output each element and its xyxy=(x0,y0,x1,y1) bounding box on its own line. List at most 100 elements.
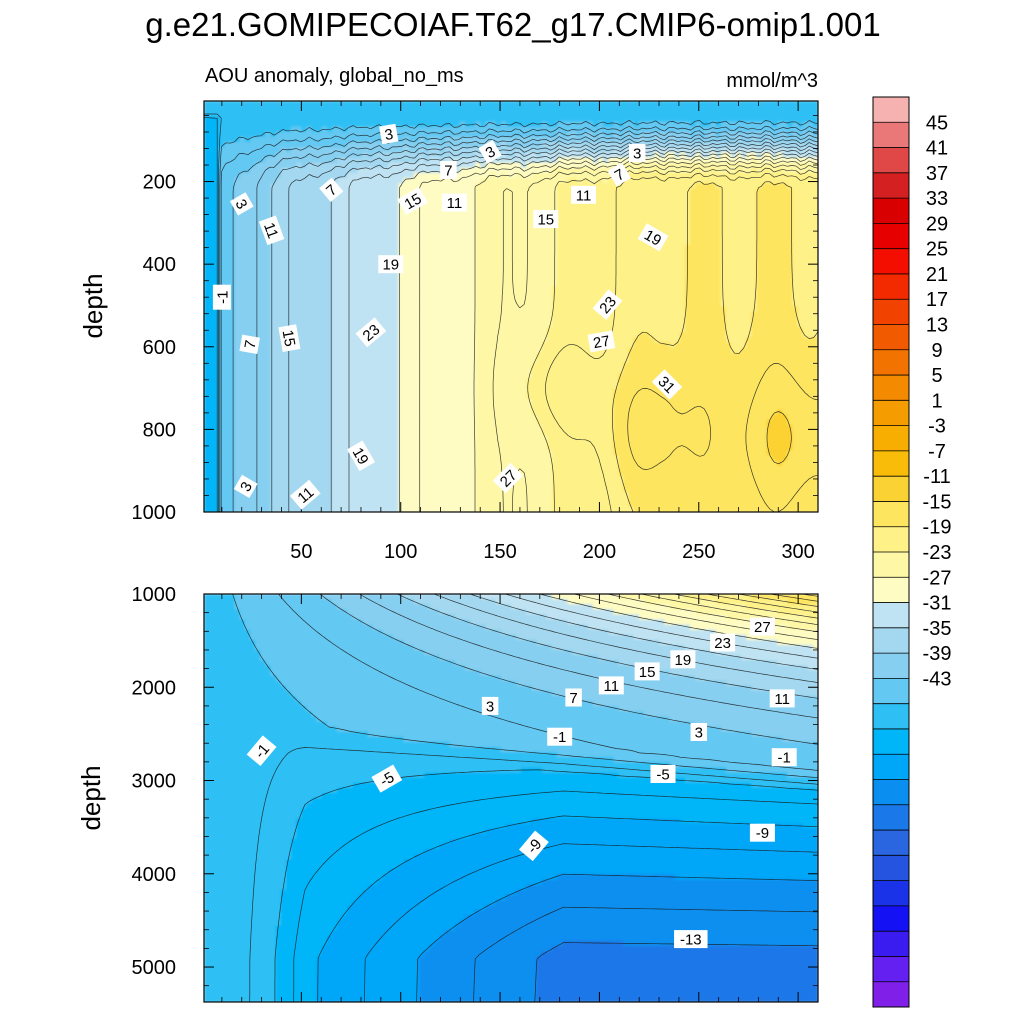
field-cell xyxy=(782,203,788,210)
field-cell xyxy=(306,244,313,251)
field-cell xyxy=(475,203,481,210)
field-cell xyxy=(367,126,374,133)
field-cell xyxy=(695,285,701,292)
field-cell xyxy=(802,239,809,246)
field-cell xyxy=(628,101,635,107)
field-cell xyxy=(787,214,794,220)
field-cell xyxy=(331,142,338,148)
field-cell xyxy=(403,111,410,118)
field-cell xyxy=(377,229,384,236)
field-cell xyxy=(771,101,778,107)
field-cell xyxy=(290,178,297,184)
field-cell xyxy=(521,244,527,251)
field-cell xyxy=(490,239,497,246)
field-cell xyxy=(526,270,533,277)
field-cell xyxy=(546,106,553,112)
field-cell xyxy=(741,270,747,277)
field-cell xyxy=(418,219,425,225)
field-cell xyxy=(572,224,579,231)
field-cell xyxy=(613,126,620,133)
field-cell xyxy=(306,291,313,297)
field-cell xyxy=(464,280,471,287)
field-cell xyxy=(475,106,481,112)
field-cell xyxy=(449,229,456,236)
field-cell xyxy=(383,162,389,169)
field-cell xyxy=(408,249,415,256)
field-cell xyxy=(679,167,686,174)
field-cell xyxy=(521,280,527,287)
field-cell xyxy=(255,296,261,302)
field-cell xyxy=(557,296,563,302)
field-cell xyxy=(424,208,430,215)
field-cell xyxy=(362,285,369,292)
field-cell xyxy=(736,208,742,215)
field-cell xyxy=(802,152,809,159)
field-cell xyxy=(408,121,415,128)
field-cell xyxy=(582,244,589,251)
field-cell xyxy=(403,136,410,143)
field-cell xyxy=(659,203,666,210)
field-cell xyxy=(311,121,318,128)
field-cell xyxy=(613,131,620,138)
field-cell xyxy=(659,136,666,143)
field-cell xyxy=(725,203,732,210)
field-cell xyxy=(403,244,410,251)
field-cell xyxy=(577,244,584,251)
field-cell xyxy=(562,239,568,246)
field-cell xyxy=(255,162,261,169)
field-cell xyxy=(756,291,763,297)
field-cell xyxy=(541,280,548,287)
field-cell xyxy=(638,219,645,225)
field-cell xyxy=(562,208,568,215)
field-cell xyxy=(444,131,451,138)
field-cell xyxy=(638,126,645,133)
field-cell xyxy=(802,167,809,174)
field-cell xyxy=(526,157,533,164)
field-cell xyxy=(746,152,753,159)
field-cell xyxy=(234,301,241,308)
field-cell xyxy=(229,131,236,138)
field-cell xyxy=(347,183,353,189)
field-cell xyxy=(439,275,446,282)
field-cell xyxy=(551,142,558,148)
field-cell xyxy=(725,136,732,143)
field-cell xyxy=(403,188,410,195)
field-cell xyxy=(316,275,323,282)
field-cell xyxy=(321,306,328,313)
field-cell xyxy=(209,203,215,210)
field-cell xyxy=(633,193,640,200)
field-cell xyxy=(444,234,451,241)
field-cell xyxy=(388,244,394,251)
field-cell xyxy=(638,306,645,313)
field-cell xyxy=(347,219,353,225)
field-cell xyxy=(531,239,538,246)
field-cell xyxy=(592,121,599,128)
field-cell xyxy=(204,172,210,179)
field-cell xyxy=(204,260,210,266)
field-cell xyxy=(408,285,415,292)
field-cell xyxy=(265,183,272,189)
field-cell xyxy=(204,229,210,236)
field-cell xyxy=(260,121,266,128)
field-cell xyxy=(557,157,563,164)
field-cell xyxy=(337,244,343,251)
field-cell xyxy=(357,198,364,205)
field-cell xyxy=(229,167,236,174)
field-cell xyxy=(209,198,215,205)
field-cell xyxy=(741,265,747,272)
field-cell xyxy=(777,229,783,236)
field-cell xyxy=(424,224,430,231)
field-cell xyxy=(505,178,512,184)
field-cell xyxy=(741,260,747,266)
field-cell xyxy=(372,101,379,107)
field-cell xyxy=(449,126,456,133)
field-cell xyxy=(633,296,640,302)
field-cell xyxy=(347,296,353,302)
field-cell xyxy=(695,224,701,231)
field-cell xyxy=(372,178,379,184)
field-cell xyxy=(720,126,727,133)
field-cell xyxy=(659,152,666,159)
field-cell xyxy=(526,152,533,159)
field-cell xyxy=(250,157,256,164)
field-cell xyxy=(751,167,758,174)
